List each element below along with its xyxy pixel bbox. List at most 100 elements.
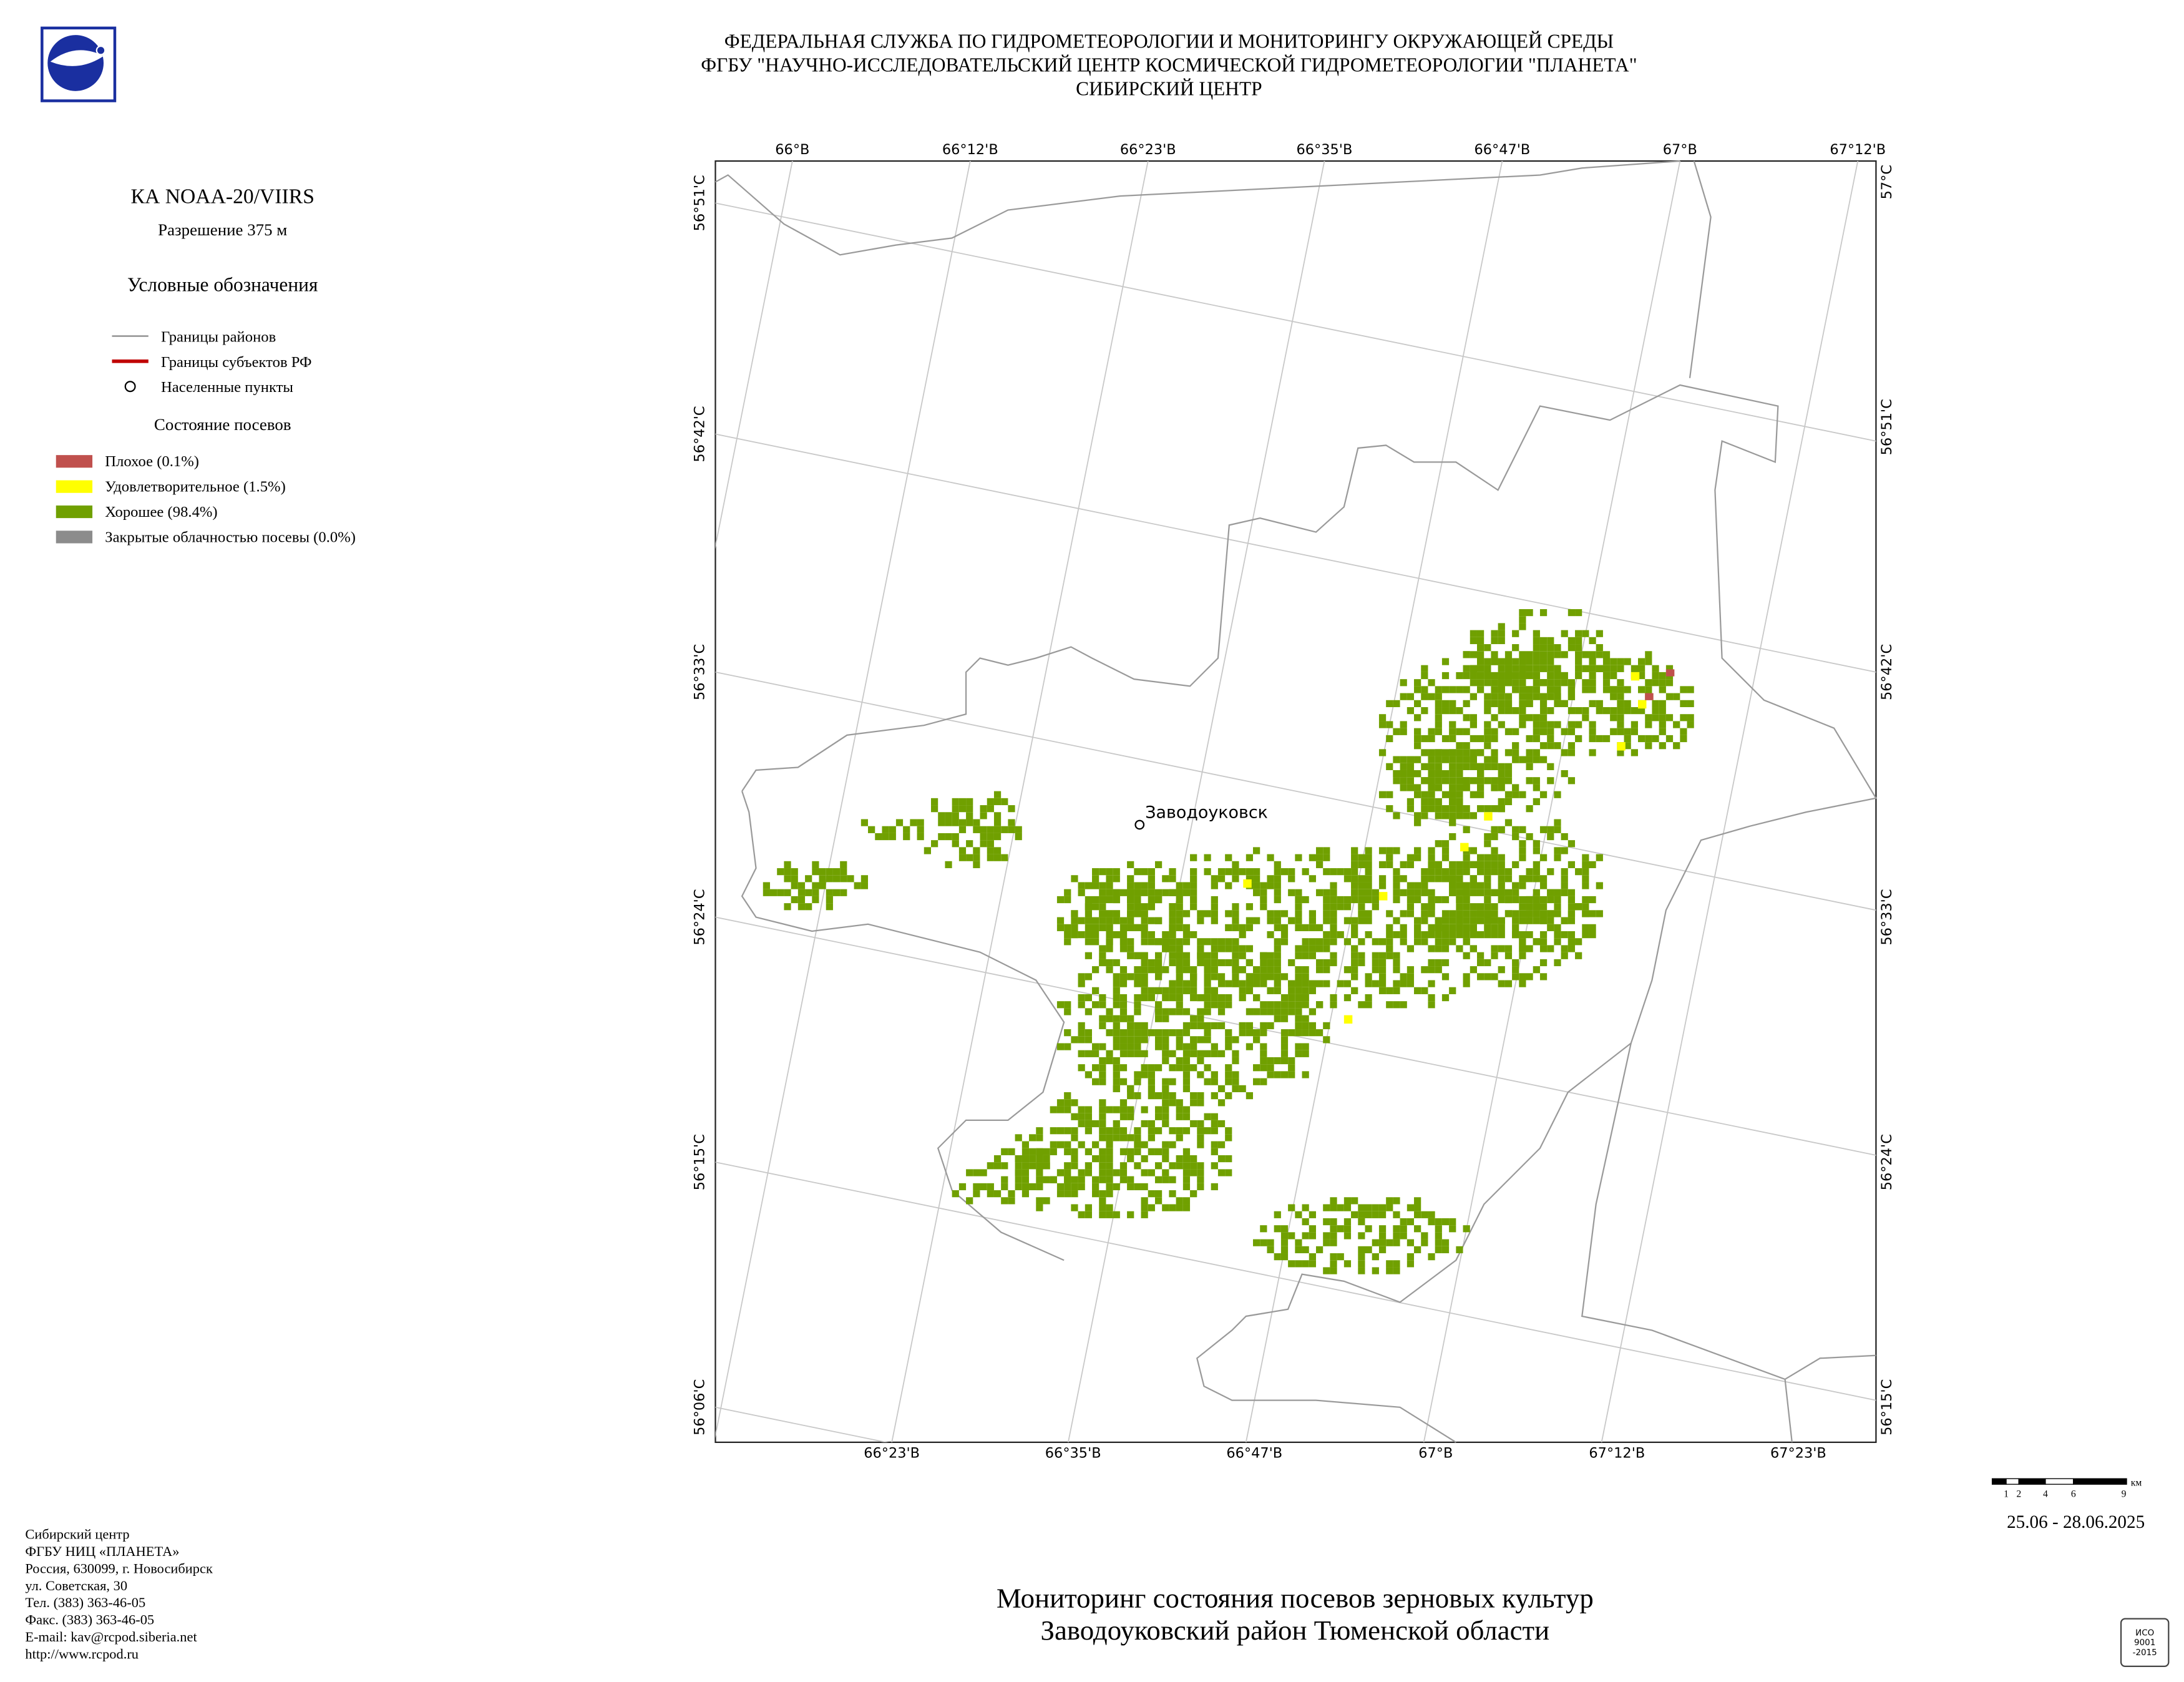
crop-pixel <box>1141 1197 1148 1205</box>
crop-pixel <box>1406 1218 1415 1226</box>
crop-pixel <box>1182 889 1191 896</box>
crop-pixel <box>1141 931 1148 939</box>
crop-pixel <box>1554 924 1561 931</box>
crop-pixel <box>1470 931 1477 939</box>
legend-symbol <box>124 381 136 393</box>
lat-label: 56°42'С <box>1879 644 1895 700</box>
crop-pixel <box>1470 665 1477 672</box>
crop-pixel <box>1400 931 1407 939</box>
lon-label: 67°В <box>1663 142 1697 158</box>
crop-pixel <box>1435 721 1442 728</box>
crop-pixel <box>1484 889 1491 896</box>
crop-pixel <box>1176 1155 1183 1163</box>
crop-pixel <box>1351 847 1358 854</box>
crop-pixel <box>1659 714 1666 721</box>
crop-pixel <box>805 903 812 911</box>
lat-label: 56°06'С <box>692 1379 708 1435</box>
crop-pixel <box>1182 1078 1191 1085</box>
crop-pixel <box>1441 959 1450 967</box>
crop-pixel <box>1099 1204 1106 1211</box>
crop-pixel <box>1190 868 1197 876</box>
crop-pixel <box>1602 686 1611 693</box>
crop-pixel <box>1547 735 1554 743</box>
crop-pixel <box>1078 1064 1085 1072</box>
crop-pixel <box>1127 1022 1134 1030</box>
crop-pixel <box>1567 840 1576 848</box>
crop-pixel <box>903 833 910 841</box>
crop-pixel <box>1134 882 1141 889</box>
crop-pixel <box>1127 945 1134 952</box>
crop-pixel <box>1225 945 1232 952</box>
crop-pixel <box>1449 763 1456 770</box>
crop-pixel <box>1119 1064 1128 1072</box>
crop-pixel <box>1602 679 1611 687</box>
crop-pixel <box>1476 686 1484 693</box>
crop-pixel <box>1435 812 1442 819</box>
crop-pixel <box>1260 973 1267 980</box>
crop-pixel <box>1638 707 1645 715</box>
crop-pixel <box>1378 875 1387 883</box>
crop-pixel <box>952 798 959 806</box>
crop-pixel <box>1015 1134 1022 1142</box>
crop-pixel <box>1463 686 1470 693</box>
crop-pixel <box>1512 742 1519 750</box>
crop-pixel <box>1302 924 1309 931</box>
crop-pixel <box>1393 952 1400 959</box>
crop-pixel <box>1280 931 1289 939</box>
crop-pixel <box>1064 1001 1071 1009</box>
crop-pixel <box>1602 651 1611 658</box>
crop-pixel <box>1624 735 1631 743</box>
crop-pixel <box>1491 833 1498 841</box>
crop-pixel <box>1280 1050 1289 1057</box>
crop-pixel <box>1182 1169 1191 1176</box>
crop-pixel <box>1302 980 1309 987</box>
lon-label: 66°В <box>775 142 809 158</box>
crop-pixel <box>1673 721 1680 728</box>
crop-pixel <box>1567 637 1576 645</box>
crop-pixel <box>1406 973 1415 980</box>
crop-pixel <box>1029 1162 1036 1170</box>
crop-pixel <box>1441 931 1450 939</box>
crop-pixel <box>1323 931 1330 939</box>
crop-pixel <box>1512 679 1519 687</box>
crop-pixel <box>1428 1253 1435 1261</box>
crop-pixel <box>1169 1092 1176 1100</box>
crop-pixel <box>1182 987 1191 994</box>
crop-pixel <box>1190 882 1197 889</box>
crop-pixel <box>1217 1141 1226 1148</box>
crop-pixel <box>1533 777 1540 785</box>
crop-pixel <box>1113 1029 1120 1037</box>
meridian <box>715 161 971 1439</box>
crop-pixel <box>1056 1141 1065 1148</box>
crop-pixel <box>1421 798 1428 806</box>
crop-pixel <box>1645 651 1652 658</box>
crop-pixel <box>1589 658 1596 665</box>
crop-pixel <box>1323 868 1330 876</box>
crop-pixel <box>1113 973 1120 980</box>
crop-pixel <box>1386 700 1393 708</box>
logo-swoosh <box>50 50 104 66</box>
crop-pixel <box>1533 672 1540 680</box>
crop-pixel <box>1176 1064 1183 1072</box>
crop-pixel <box>1561 868 1568 876</box>
crop-pixel <box>1253 917 1260 924</box>
crop-pixel <box>1463 742 1470 750</box>
crop-pixel <box>1274 945 1281 952</box>
crop-pixel <box>1099 903 1106 911</box>
crop-pixel <box>1463 917 1470 924</box>
crop-pixel <box>1190 1064 1197 1072</box>
crop-pixel <box>1554 938 1561 946</box>
crop-pixel <box>1512 784 1519 791</box>
crop-pixel <box>1680 735 1687 743</box>
crop-pixel <box>1533 665 1540 672</box>
crop-pixel <box>1015 1183 1022 1191</box>
crop-pixel <box>1323 966 1330 974</box>
crop-pixel <box>1154 1176 1163 1183</box>
crop-pixel <box>1428 777 1435 785</box>
crop-pixel <box>1575 721 1582 728</box>
crop-pixel <box>1519 707 1526 715</box>
crop-pixel <box>1295 1239 1302 1246</box>
crop-pixel <box>1288 1260 1295 1268</box>
crop-pixel <box>1197 959 1204 967</box>
meridian <box>715 161 793 549</box>
